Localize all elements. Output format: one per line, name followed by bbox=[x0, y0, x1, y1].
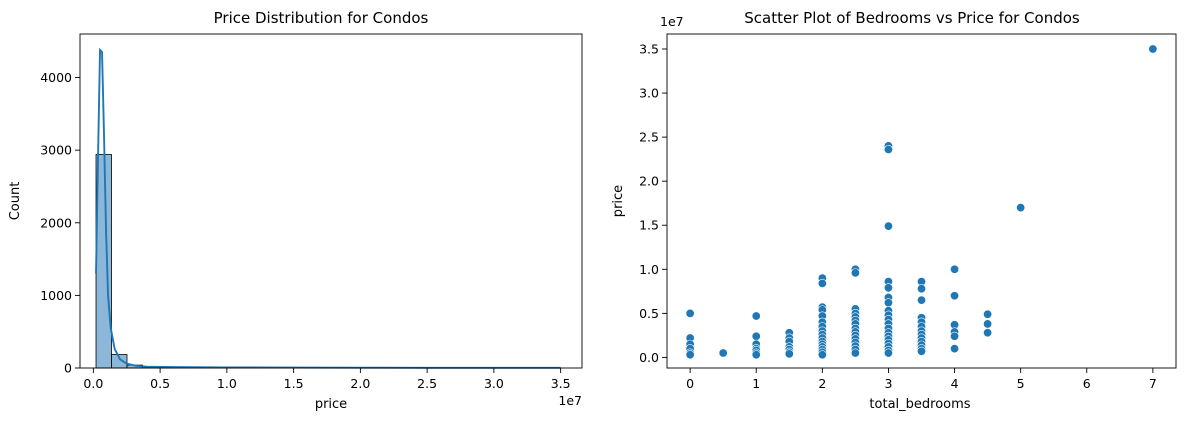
x-tick-label: 3.5 bbox=[551, 376, 571, 391]
chart1-axes-frame bbox=[79, 33, 583, 369]
scatter-point bbox=[883, 283, 893, 293]
scatter-point bbox=[916, 295, 926, 305]
x-tick-label: 5 bbox=[1017, 376, 1025, 391]
scatter-point bbox=[883, 348, 893, 358]
x-tick-label: 3.0 bbox=[484, 376, 504, 391]
chart2-x-axis-label: total_bedrooms bbox=[869, 397, 970, 412]
x-tick-label: 1.0 bbox=[217, 376, 237, 391]
scatter-point bbox=[784, 349, 794, 359]
chart1-x-ticks: 0.0 0.5 1.0 1.5 2.0 2.5 3.0 3.5 bbox=[83, 368, 571, 391]
scatter-point bbox=[983, 328, 993, 338]
scatter-point bbox=[718, 348, 728, 358]
y-tick-label: 1.0 bbox=[639, 262, 659, 277]
y-tick-label: 3.5 bbox=[639, 41, 659, 56]
scatter-points bbox=[685, 44, 1158, 360]
chart1-y-axis-label: Count bbox=[8, 182, 23, 221]
scatter-point bbox=[916, 284, 926, 294]
y-tick-label: 2.5 bbox=[639, 130, 659, 145]
chart1-title: Price Distribution for Condos bbox=[214, 9, 429, 27]
x-tick-label: 2.0 bbox=[350, 376, 370, 391]
y-tick-label: 2.0 bbox=[639, 174, 659, 189]
y-tick-label: 1000 bbox=[40, 288, 72, 303]
y-tick-label: 1.5 bbox=[639, 218, 659, 233]
scatter-point bbox=[883, 221, 893, 231]
scatter-point bbox=[916, 346, 926, 356]
x-tick-label: 1.5 bbox=[284, 376, 304, 391]
chart2-title: Scatter Plot of Bedrooms vs Price for Co… bbox=[744, 9, 1080, 27]
y-tick-label: 0 bbox=[64, 361, 72, 376]
scatter-point bbox=[817, 278, 827, 288]
kde-line bbox=[95, 47, 561, 369]
x-tick-label: 0.0 bbox=[83, 376, 103, 391]
scatter-point bbox=[950, 264, 960, 274]
x-tick-label: 3 bbox=[884, 376, 892, 391]
scatter-point bbox=[950, 331, 960, 341]
scatter-point bbox=[850, 268, 860, 278]
x-tick-label: 2.5 bbox=[417, 376, 437, 391]
scatter-point bbox=[751, 350, 761, 360]
y-tick-label: 2000 bbox=[40, 215, 72, 230]
chart1-y-ticks: 0 1000 2000 3000 4000 bbox=[40, 70, 80, 376]
histogram-bars bbox=[95, 154, 562, 369]
chart2-axes-frame bbox=[666, 33, 1177, 369]
x-tick-label: 2 bbox=[818, 376, 826, 391]
scatter-point bbox=[950, 291, 960, 301]
scatter-point bbox=[883, 298, 893, 308]
chart1-x-axis-label: price bbox=[315, 397, 347, 412]
y-tick-label: 3000 bbox=[40, 143, 72, 158]
chart1-x-offset-label: 1e7 bbox=[558, 393, 582, 408]
scatter-point bbox=[751, 311, 761, 321]
chart2-y-axis-label: price bbox=[611, 185, 626, 217]
x-tick-label: 6 bbox=[1083, 376, 1091, 391]
scatter-point bbox=[751, 331, 761, 341]
scatter-chart: Scatter Plot of Bedrooms vs Price for Co… bbox=[611, 9, 1177, 412]
scatter-point bbox=[983, 319, 993, 329]
histogram-chart: Price Distribution for Condos 0.0 0.5 1.0 1… bbox=[8, 9, 583, 412]
y-tick-label: 3.0 bbox=[639, 86, 659, 101]
scatter-point bbox=[685, 308, 695, 318]
scatter-point bbox=[950, 344, 960, 354]
scatter-point bbox=[685, 350, 695, 360]
x-tick-label: 0.5 bbox=[150, 376, 170, 391]
y-tick-label: 0.5 bbox=[639, 306, 659, 321]
y-tick-label: 0.0 bbox=[639, 350, 659, 365]
x-tick-label: 7 bbox=[1149, 376, 1157, 391]
x-tick-label: 1 bbox=[752, 376, 760, 391]
chart2-y-ticks: 0.0 0.5 1.0 1.5 2.0 2.5 3.0 3.5 bbox=[639, 41, 667, 365]
scatter-point bbox=[817, 350, 827, 360]
scatter-point bbox=[983, 309, 993, 319]
scatter-point bbox=[1016, 203, 1026, 213]
chart2-x-ticks: 0 1 2 3 4 5 6 7 bbox=[686, 368, 1157, 391]
y-tick-label: 4000 bbox=[40, 70, 72, 85]
scatter-point bbox=[1148, 44, 1158, 54]
chart2-y-offset-label: 1e7 bbox=[660, 14, 684, 29]
x-tick-label: 0 bbox=[686, 376, 694, 391]
scatter-point bbox=[883, 144, 893, 154]
x-tick-label: 4 bbox=[951, 376, 959, 391]
scatter-point bbox=[850, 348, 860, 358]
